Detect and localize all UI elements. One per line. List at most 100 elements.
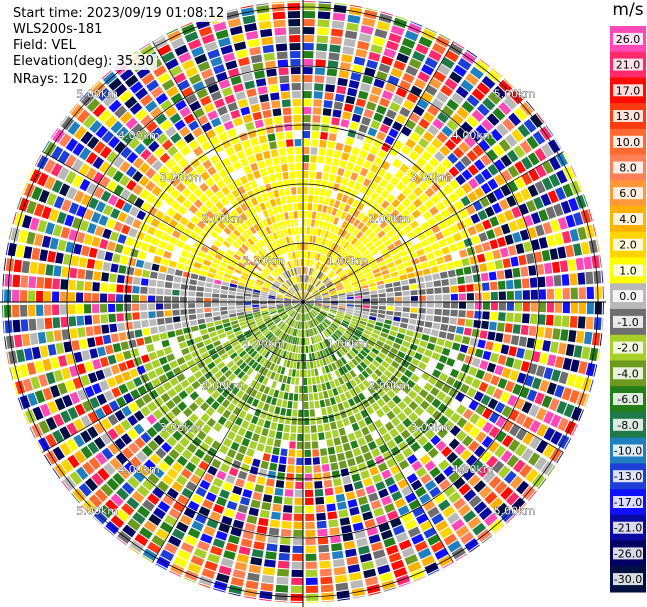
range-gate [303,27,315,35]
range-gate [333,101,344,110]
range-gate [324,330,331,337]
range-gate [220,310,228,315]
range-gate [186,237,195,246]
range-gate [272,241,278,249]
range-gate [116,303,124,312]
range-gate [311,352,316,361]
range-gate [272,503,282,512]
range-gate [291,75,301,83]
range-gate [602,302,604,315]
range-gate [320,456,329,464]
range-gate [93,186,105,199]
range-gate [260,101,271,111]
range-gate [490,281,498,291]
range-gate [277,423,284,432]
range-gate [239,321,247,326]
range-gate [467,516,482,530]
range-gate [183,113,196,125]
range-gate [454,443,466,456]
range-gate [381,269,390,276]
range-gate [329,454,337,463]
range-gate [21,260,30,274]
range-gate [265,226,272,235]
range-gate [312,115,321,123]
range-gate [236,312,245,316]
range-gate [256,279,264,285]
range-gate [409,284,418,290]
range-gate [311,243,315,251]
range-gate [321,238,327,246]
range-gate [577,179,583,192]
range-gate [317,262,323,270]
range-gate [8,227,13,240]
range-gate [229,283,238,288]
range-gate [275,124,284,133]
range-gate [345,330,353,337]
range-gate [569,389,580,404]
range-gate [472,274,481,283]
range-gate [528,265,537,276]
range-gate [209,154,220,165]
range-gate [461,396,472,407]
range-gate [219,444,229,455]
range-gate [348,6,363,16]
range-gate [193,199,203,209]
range-gate [238,336,246,343]
range-gate [325,431,332,440]
range-gate [500,154,513,167]
range-gate [292,369,296,377]
range-gate [210,352,220,361]
range-gate [523,118,537,133]
range-gate [253,255,261,262]
range-gate [80,92,95,107]
range-gate [387,365,396,374]
range-gate [360,503,371,513]
range-gate [106,377,117,388]
range-gate [292,268,296,276]
range-gate [147,493,160,506]
range-gate [220,207,230,216]
range-gate [26,362,37,376]
range-gate [286,317,292,324]
range-gate [188,120,200,131]
range-gate [282,237,287,245]
range-gate [49,384,61,398]
range-gate [343,241,350,249]
range-gate [292,285,297,292]
range-gate [330,294,338,298]
range-gate [244,356,253,364]
range-gate [303,291,306,299]
range-gate [326,206,333,215]
range-gate [180,22,193,28]
range-gate [109,231,120,242]
range-gate [484,513,498,527]
range-gate [311,377,316,385]
range-gate [319,287,327,292]
range-gate [514,398,525,410]
range-gate [435,362,445,371]
range-gate [172,229,181,239]
range-gate [569,228,580,242]
range-gate [290,336,294,344]
range-gate [449,400,460,411]
range-gate [102,261,111,272]
range-gate [249,337,257,345]
range-gate [244,219,253,228]
range-gate [366,323,375,329]
range-gate [201,264,210,272]
range-gate [471,459,484,472]
range-gate [80,445,93,459]
range-gate [233,229,241,237]
range-gate [87,222,97,234]
range-gate [93,141,106,154]
range-gate [223,227,232,236]
range-gate [284,303,292,305]
range-gate [362,178,372,187]
range-gate [338,348,346,356]
range-gate [349,121,359,131]
range-gate [333,150,342,159]
range-gate [69,103,78,114]
range-gate [132,512,146,525]
range-gate [245,580,259,590]
range-gate [321,600,335,603]
